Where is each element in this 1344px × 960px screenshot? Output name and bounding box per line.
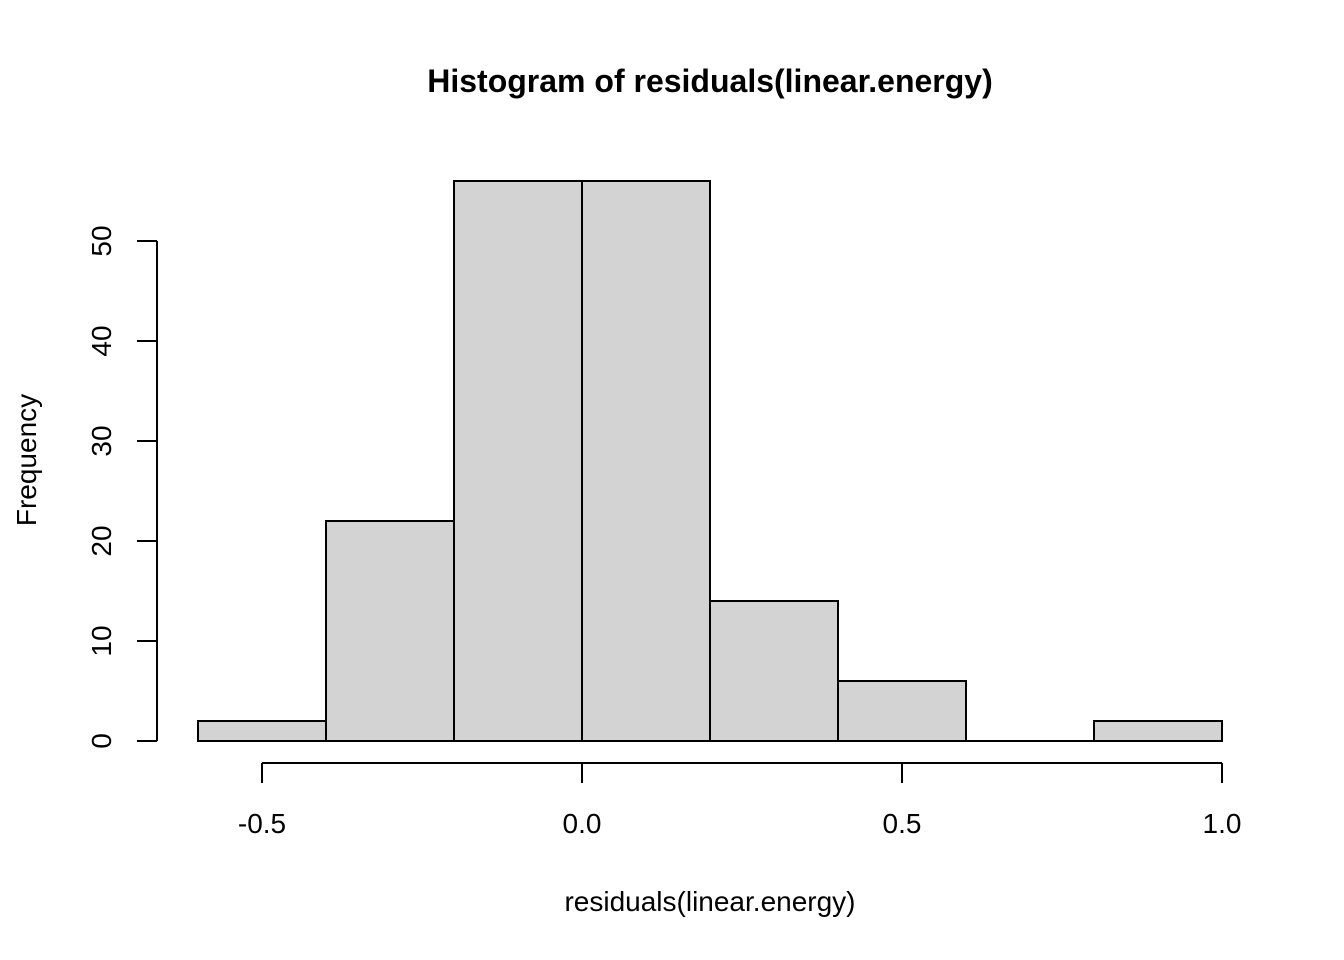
histogram-bar [325,520,455,742]
histogram-bar [581,180,711,742]
x-axis: -0.5 0.0 0.5 1.0 [238,762,1242,839]
y-tick-label: 40 [86,325,117,356]
y-tick-label: 10 [86,625,117,656]
x-axis-label: residuals(linear.energy) [564,886,855,917]
y-tick-label: 20 [86,525,117,556]
y-tick-label: 30 [86,425,117,456]
histogram-bar [709,600,839,742]
histogram-bar [453,180,583,742]
bars-group [197,180,1223,742]
chart-title: Histogram of residuals(linear.energy) [427,63,993,99]
y-tick-label: 50 [86,225,117,256]
y-tick-label: 0 [86,733,117,749]
histogram-bar [837,680,967,742]
x-tick-label: 1.0 [1203,808,1242,839]
histogram-bar [1093,720,1223,742]
x-tick-label: 0.0 [563,808,602,839]
x-tick-label: 0.5 [883,808,922,839]
y-axis: 0 10 20 30 40 50 [86,225,158,749]
x-tick-label: -0.5 [238,808,286,839]
y-axis-label: Frequency [11,394,42,526]
histogram-bar [197,720,327,742]
